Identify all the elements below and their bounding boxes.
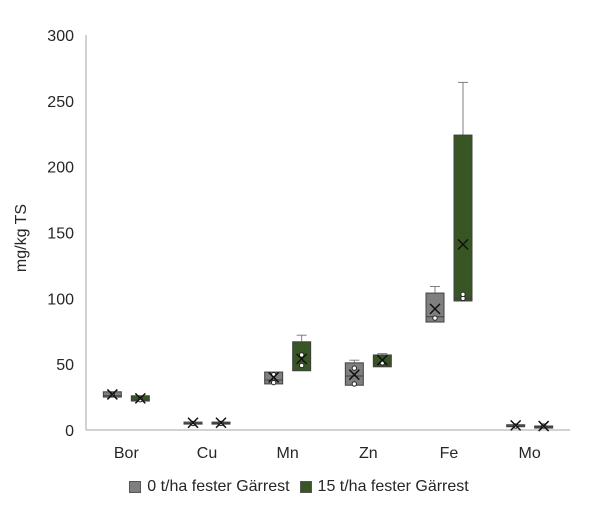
mean-marker-stroke	[134, 392, 146, 404]
y-tick-label: 100	[47, 291, 74, 308]
x-tick-label: Bor	[114, 445, 140, 462]
data-point	[298, 362, 305, 369]
mean-marker-stroke	[348, 369, 360, 381]
mean-marker-stroke	[510, 419, 522, 431]
box-zn-series-1	[372, 353, 392, 368]
y-axis: 0 50 100 150 200 250 300	[47, 28, 87, 440]
legend-swatch	[299, 481, 312, 493]
legend: 0 t/ha fester Gärrest 15 t/ha fester Gär…	[0, 478, 598, 496]
y-tick-label: 300	[47, 28, 74, 45]
y-tick-label: 150	[47, 226, 74, 243]
box-cu-series-0	[183, 417, 203, 429]
x-tick-label: Fe	[440, 445, 459, 462]
box-zn-series-0	[344, 359, 364, 387]
x-tick-label: Mn	[277, 445, 299, 462]
x-tick-label: Mo	[519, 445, 541, 462]
mean-marker-stroke	[538, 420, 550, 432]
box-body	[453, 134, 473, 302]
box-mn-series-1	[292, 334, 312, 372]
x-tick-label: Cu	[197, 445, 217, 462]
x-axis: Bor Cu Mn Zn Fe Mo	[86, 429, 570, 462]
box-bor-series-1	[130, 392, 150, 404]
box-cu-series-1	[211, 417, 231, 429]
legend-swatch	[129, 481, 142, 493]
mean-marker-stroke	[215, 417, 227, 429]
y-axis-label: mg/kg TS	[13, 204, 30, 272]
mean-marker-stroke	[187, 417, 199, 429]
mean-marker-stroke	[268, 371, 280, 383]
box-mo-series-0	[506, 419, 526, 431]
data-point	[298, 352, 305, 358]
y-tick-label: 50	[56, 357, 74, 374]
data-point	[432, 315, 438, 321]
box-fe-series-1	[453, 81, 473, 302]
box-plot-chart: 0 50 100 150 200 250 300 Bor Cu Mn Zn Fe Mo mg/kg T…	[13, 28, 570, 462]
y-tick-label: 200	[47, 160, 74, 177]
legend-item-series-0: 0 t/ha fester Gärrest	[129, 478, 290, 496]
y-tick-label: 0	[65, 423, 74, 440]
y-tick-label: 250	[47, 94, 74, 111]
legend-label: 0 t/ha fester Gärrest	[147, 478, 290, 495]
data-point	[351, 381, 358, 387]
box-bor-series-0	[102, 388, 122, 400]
legend-item-series-1: 15 t/ha fester Gärrest	[299, 478, 469, 496]
box-mn-series-0	[264, 371, 284, 386]
box-body	[425, 292, 445, 323]
mean-marker-stroke	[296, 353, 308, 365]
data-point	[270, 379, 277, 386]
box-mo-series-1	[534, 420, 554, 432]
mean-marker-stroke	[106, 388, 118, 400]
x-tick-label: Zn	[359, 445, 378, 462]
box-series	[102, 81, 554, 432]
legend-label: 15 t/ha fester Gärrest	[317, 478, 469, 495]
mean-marker-stroke	[457, 238, 469, 250]
mean-marker-stroke	[376, 354, 388, 366]
data-point	[460, 291, 466, 298]
mean-marker-stroke	[429, 303, 441, 315]
data-point	[351, 365, 358, 371]
box-fe-series-0	[425, 285, 445, 323]
